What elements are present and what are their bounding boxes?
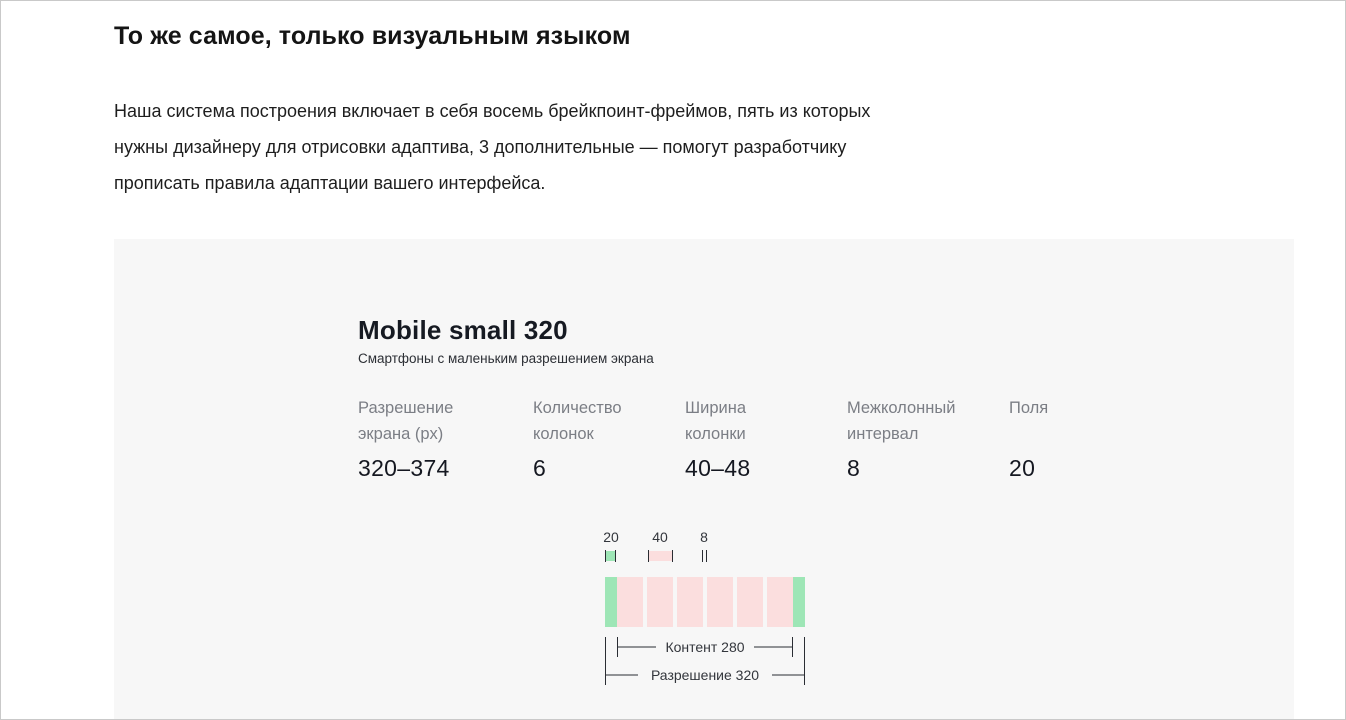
spec-label-line: колонки — [685, 425, 746, 443]
intro-line-1: Наша система построения включает в себя … — [114, 101, 871, 121]
legend-margin-swatch — [605, 550, 616, 562]
right-margin-area — [793, 577, 805, 627]
spec-columns: Количество колонок 6 — [533, 395, 622, 481]
legend-gutter-value: 8 — [700, 529, 708, 545]
spec-label: Межколонный интервал — [847, 395, 955, 447]
spec-label: Количество колонок — [533, 395, 622, 447]
resolution-width-label: Разрешение 320 — [651, 667, 759, 683]
breakpoint-subtitle: Смартфоны с маленьким разрешением экрана — [358, 351, 654, 366]
spec-label-line: Разрешение — [358, 399, 454, 417]
spec-label: Поля — [1009, 395, 1048, 421]
column-2 — [647, 577, 673, 627]
section-heading: То же самое, только визуальным языком — [114, 22, 631, 50]
spec-label-line: экрана (px) — [358, 425, 444, 443]
legend-margin-value: 20 — [603, 529, 619, 545]
spec-label-line: колонок — [533, 425, 594, 443]
intro-line-2: нужны дизайнеру для отрисовки адаптива, … — [114, 137, 847, 157]
spec-column-width: Ширина колонки 40–48 — [685, 395, 750, 481]
spec-label: Ширина колонки — [685, 395, 746, 447]
spec-label-line: Поля — [1009, 399, 1049, 417]
column-3 — [677, 577, 703, 627]
spec-gutter: Межколонный интервал 8 — [847, 395, 955, 481]
spec-value: 40–48 — [685, 455, 751, 481]
spec-label-line: интервал — [847, 425, 919, 443]
intro-line-3: прописать правила адаптации вашего интер… — [114, 173, 546, 193]
left-margin-area — [605, 577, 617, 627]
spec-label-line: Межколонный — [847, 399, 956, 417]
grid-diagram-svg: 20 40 8 — [603, 529, 805, 685]
grid-strip — [605, 577, 805, 627]
resolution-dimension — [605, 637, 805, 685]
spec-value: 8 — [847, 455, 861, 481]
legend-column-swatch — [648, 550, 673, 562]
breakpoint-card: Mobile small 320 Смартфоны с маленьким р… — [114, 239, 1294, 719]
spec-label-line: Количество — [533, 399, 622, 417]
spec-label-line: Ширина — [685, 399, 747, 417]
column-4 — [707, 577, 733, 627]
grid-diagram: 20 40 8 — [594, 519, 824, 699]
spec-value: 320–374 — [358, 455, 450, 481]
breakpoint-title: Mobile small 320 — [358, 315, 568, 345]
spec-label: Разрешение экрана (px) — [358, 395, 453, 447]
column-1 — [617, 577, 643, 627]
content-width-label: Контент 280 — [665, 639, 744, 655]
spec-value: 6 — [533, 455, 547, 481]
intro-paragraph: Наша система построения включает в себя … — [114, 93, 994, 201]
spec-value: 20 — [1009, 455, 1036, 481]
spec-margins: Поля 20 — [1009, 395, 1048, 481]
content-dimension — [617, 637, 793, 657]
legend-column-value: 40 — [652, 529, 668, 545]
column-5 — [737, 577, 763, 627]
spec-resolution: Разрешение экрана (px) 320–374 — [358, 395, 453, 481]
column-6 — [767, 577, 793, 627]
legend-gutter-swatch — [702, 550, 707, 562]
